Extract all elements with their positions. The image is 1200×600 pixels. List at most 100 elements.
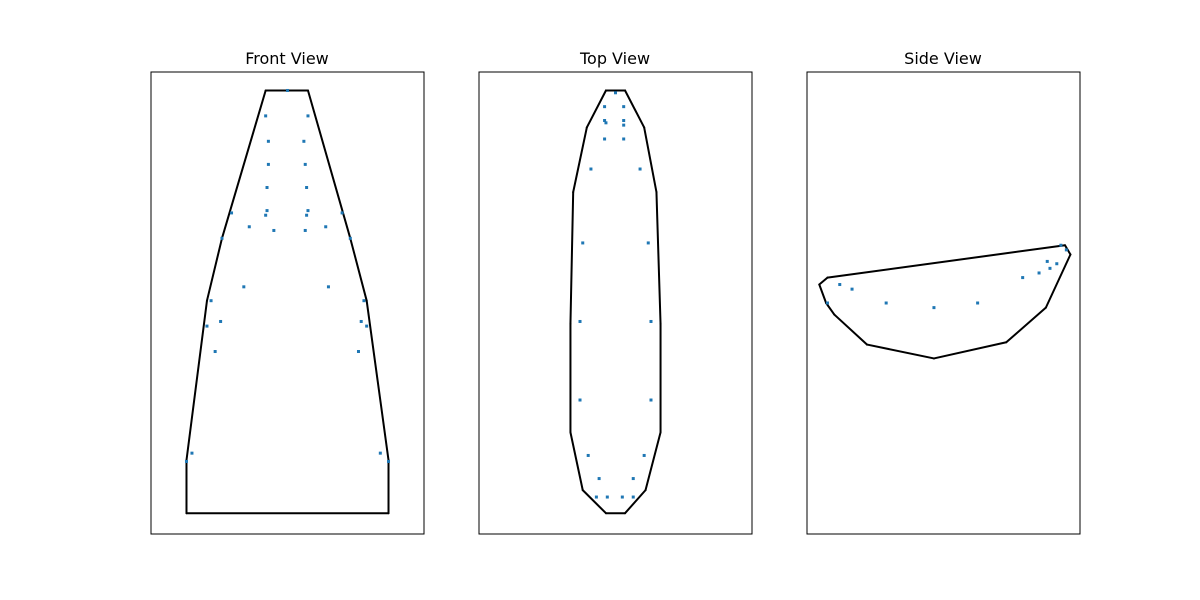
side-view-hull-edge xyxy=(819,278,827,285)
front-view-panel: Front View xyxy=(151,49,424,534)
side-view-point xyxy=(885,302,888,305)
front-view-point xyxy=(248,225,251,228)
side-view-point xyxy=(1038,271,1041,274)
side-view-point xyxy=(826,302,829,305)
front-view-point xyxy=(349,237,352,240)
top-view-title: Top View xyxy=(579,49,650,68)
side-view-hull-edge xyxy=(834,315,867,345)
front-view-point xyxy=(190,452,193,455)
front-view-hull-edge xyxy=(186,301,206,460)
front-view-point xyxy=(324,225,327,228)
side-view-hull-edge xyxy=(867,345,934,359)
top-view-point xyxy=(622,137,625,140)
side-view-point xyxy=(1048,267,1051,270)
front-view-point xyxy=(357,350,360,353)
top-view-hull-edge xyxy=(573,127,587,192)
top-view-hull-edge xyxy=(646,432,661,490)
side-view-hull-edge xyxy=(934,342,1006,358)
top-view-point xyxy=(603,105,606,108)
top-view-point xyxy=(632,477,635,480)
front-view-point xyxy=(304,163,307,166)
top-view-point xyxy=(603,137,606,140)
front-view-point xyxy=(305,186,308,189)
top-view-hull-edge xyxy=(570,192,573,324)
front-view-title: Front View xyxy=(245,49,329,68)
top-view-axes-frame xyxy=(479,72,752,534)
top-view-hull-layer xyxy=(570,90,660,513)
top-view-point xyxy=(647,241,650,244)
side-view-hull-edge xyxy=(827,245,1065,277)
top-view-point xyxy=(622,124,625,127)
front-view-point xyxy=(272,229,275,232)
side-view-hull-layer xyxy=(819,245,1070,358)
front-view-point xyxy=(379,452,382,455)
front-view-hull-edge xyxy=(222,90,266,238)
top-view-point xyxy=(643,454,646,457)
front-view-point xyxy=(341,211,344,214)
top-view-point xyxy=(649,399,652,402)
side-view-point xyxy=(1055,262,1058,265)
front-view-point xyxy=(242,285,245,288)
front-view-hull-edge xyxy=(207,238,222,300)
top-view-point-layer xyxy=(579,91,653,498)
front-view-hull-edge xyxy=(308,90,350,238)
front-view-point xyxy=(306,114,309,117)
front-view-hull-layer xyxy=(186,90,388,513)
top-view-point xyxy=(581,241,584,244)
side-view-point xyxy=(976,302,979,305)
top-view-point xyxy=(621,496,624,499)
front-view-point xyxy=(220,237,223,240)
top-view-point xyxy=(587,454,590,457)
side-view-point xyxy=(851,288,854,291)
front-view-point xyxy=(230,211,233,214)
top-view-point xyxy=(622,105,625,108)
front-view-point xyxy=(387,460,390,463)
top-view-point xyxy=(622,119,625,122)
top-view-panel: Top View xyxy=(479,49,752,534)
front-view-axes-frame xyxy=(151,72,424,534)
front-view-point xyxy=(266,209,269,212)
front-view-point xyxy=(267,163,270,166)
front-view-point xyxy=(327,285,330,288)
top-view-point xyxy=(639,168,642,171)
side-view-point xyxy=(838,283,841,286)
top-view-hull-edge xyxy=(625,490,645,513)
side-view-point xyxy=(1021,276,1024,279)
front-view-point xyxy=(264,214,267,217)
front-view-point xyxy=(286,89,289,92)
top-view-hull-edge xyxy=(583,490,606,513)
front-view-point xyxy=(267,140,270,143)
top-view-hull-edge xyxy=(656,192,660,324)
front-view-point xyxy=(365,325,368,328)
top-view-point xyxy=(649,320,652,323)
front-view-point xyxy=(362,299,365,302)
top-view-hull-edge xyxy=(570,432,582,490)
top-view-point xyxy=(589,168,592,171)
front-view-point xyxy=(214,350,217,353)
side-view-axes-frame xyxy=(807,72,1080,534)
side-view-point xyxy=(1059,244,1062,247)
top-view-point xyxy=(579,399,582,402)
side-view-point xyxy=(932,306,935,309)
front-view-hull-edge xyxy=(350,238,366,300)
top-view-hull-edge xyxy=(587,90,606,127)
top-view-point xyxy=(614,91,617,94)
side-view-point-layer xyxy=(826,244,1068,309)
side-view-title: Side View xyxy=(904,49,982,68)
front-view-hull-edge xyxy=(367,301,389,460)
front-view-point xyxy=(304,229,307,232)
front-view-point xyxy=(219,320,222,323)
front-view-point xyxy=(306,209,309,212)
side-view-point xyxy=(1046,260,1049,263)
top-view-point xyxy=(598,477,601,480)
top-view-point xyxy=(604,121,607,124)
front-view-point xyxy=(185,460,188,463)
front-view-point xyxy=(210,299,213,302)
top-view-point xyxy=(579,320,582,323)
top-view-point xyxy=(632,496,635,499)
top-view-hull-edge xyxy=(644,127,656,192)
side-view-hull-edge xyxy=(819,285,826,303)
top-view-point xyxy=(606,496,609,499)
front-view-point xyxy=(360,320,363,323)
